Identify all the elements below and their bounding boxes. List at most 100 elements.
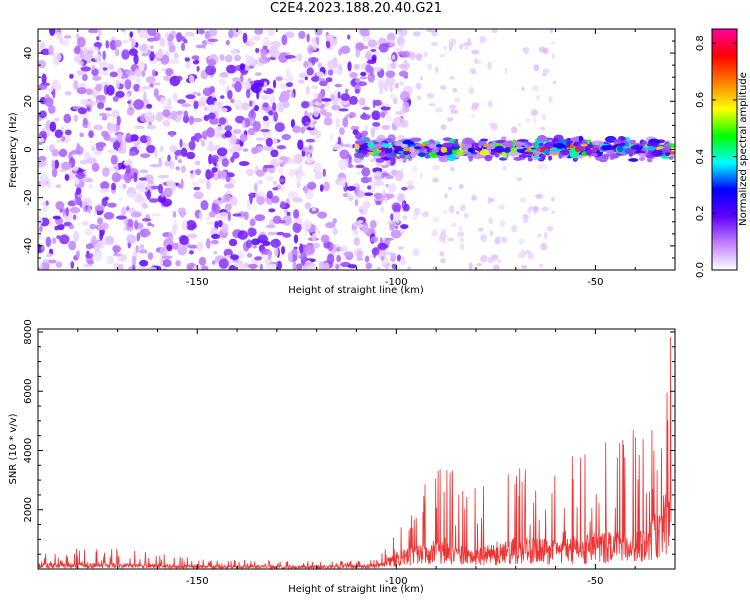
heatmap-noise-cell xyxy=(108,166,116,172)
heatmap-noise-cell xyxy=(91,235,97,245)
heatmap-noise-cell xyxy=(260,128,271,133)
heatmap-noise-cell xyxy=(75,250,80,259)
heatmap-cells xyxy=(38,29,675,270)
heatmap-noise-cell xyxy=(423,51,428,58)
heatmap-signal-cell xyxy=(456,149,466,156)
heatmap-noise-cell xyxy=(168,44,176,53)
heatmap-noise-cell xyxy=(124,79,132,90)
heatmap-noise-cell xyxy=(325,77,333,83)
heatmap-noise-cell xyxy=(48,259,57,264)
heatmap-noise-cell xyxy=(139,44,148,52)
heatmap-noise-cell xyxy=(161,255,173,260)
y-tick-label: 0 xyxy=(23,146,34,152)
heatmap-noise-cell xyxy=(219,170,228,180)
heatmap-noise-cell xyxy=(232,213,242,217)
heatmap-signal-cell xyxy=(400,143,408,148)
heatmap-noise-cell xyxy=(384,263,390,270)
heatmap-noise-cell xyxy=(280,200,286,209)
heatmap-noise-cell xyxy=(518,251,526,259)
heatmap-noise-cell xyxy=(177,99,186,104)
heatmap-noise-cell xyxy=(468,86,475,95)
snr-series-line xyxy=(38,336,672,569)
heatmap-noise-cell xyxy=(477,227,484,232)
heatmap-noise-cell xyxy=(521,265,528,270)
x-tick-label: -50 xyxy=(587,277,603,288)
heatmap-noise-cell xyxy=(389,85,394,93)
heatmap-noise-cell xyxy=(353,63,360,70)
heatmap-noise-cell xyxy=(88,130,94,139)
heatmap-noise-cell xyxy=(548,95,553,103)
heatmap-noise-cell xyxy=(337,91,341,99)
heatmap-noise-cell xyxy=(353,228,359,236)
heatmap-signal-cell xyxy=(635,146,642,152)
heatmap-noise-cell xyxy=(303,244,315,255)
heatmap-noise-cell xyxy=(55,184,62,189)
y-tick-label: 40 xyxy=(23,47,34,60)
heatmap-noise-cell xyxy=(499,220,506,228)
heatmap-noise-cell xyxy=(330,93,335,101)
heatmap-noise-cell xyxy=(194,160,201,166)
heatmap-noise-cell xyxy=(103,211,115,220)
heatmap-noise-cell xyxy=(180,165,186,173)
heatmap-noise-cell xyxy=(299,243,304,255)
heatmap-noise-cell xyxy=(159,246,168,256)
heatmap-noise-cell xyxy=(205,64,217,76)
heatmap-noise-cell xyxy=(157,194,167,204)
heatmap-noise-cell xyxy=(133,195,144,203)
heatmap-noise-cell xyxy=(45,200,49,206)
heatmap-noise-cell xyxy=(230,49,238,56)
heatmap-noise-cell xyxy=(432,164,441,171)
heatmap-noise-cell xyxy=(224,130,232,138)
heatmap-noise-cell xyxy=(48,45,54,56)
heatmap-noise-cell xyxy=(225,175,231,183)
heatmap-noise-cell xyxy=(347,162,353,168)
heatmap-noise-cell xyxy=(491,29,498,34)
heatmap-noise-cell xyxy=(232,77,241,83)
heatmap-noise-cell xyxy=(274,122,285,133)
heatmap-noise-cell xyxy=(487,196,492,205)
heatmap-noise-cell xyxy=(42,204,48,213)
heatmap-signal-cell xyxy=(645,154,654,159)
heatmap-noise-cell xyxy=(380,255,385,261)
heatmap-noise-cell xyxy=(56,235,61,240)
heatmap-noise-cell xyxy=(278,219,286,224)
heatmap-noise-cell xyxy=(217,219,223,228)
heatmap-noise-cell xyxy=(93,209,98,217)
heatmap-noise-cell xyxy=(390,213,394,221)
heatmap-noise-cell xyxy=(129,31,134,38)
heatmap-noise-cell xyxy=(346,185,357,192)
heatmap-noise-cell xyxy=(332,227,338,236)
heatmap-signal-cell xyxy=(513,156,523,161)
heatmap-noise-cell xyxy=(87,100,97,106)
heatmap-noise-cell xyxy=(91,68,99,77)
heatmap-noise-cell xyxy=(153,82,161,86)
heatmap-noise-cell xyxy=(110,182,117,191)
heatmap-noise-cell xyxy=(216,144,220,148)
heatmap-noise-cell xyxy=(361,167,371,177)
heatmap-noise-cell xyxy=(59,168,67,173)
heatmap-signal-cell xyxy=(354,144,360,150)
heatmap-noise-cell xyxy=(318,77,326,82)
heatmap-noise-cell xyxy=(254,214,266,222)
heatmap-noise-cell xyxy=(267,250,272,260)
heatmap-noise-cell xyxy=(355,132,363,140)
heatmap-noise-cell xyxy=(179,138,183,148)
heatmap-noise-cell xyxy=(364,124,368,131)
heatmap-noise-cell xyxy=(440,124,447,131)
heatmap-noise-cell xyxy=(391,202,402,212)
heatmap-noise-cell xyxy=(501,237,508,243)
heatmap-noise-cell xyxy=(201,140,205,147)
heatmap-noise-cell xyxy=(321,97,332,102)
heatmap-noise-cell xyxy=(183,38,188,44)
heatmap-noise-cell xyxy=(234,54,242,62)
heatmap-noise-cell xyxy=(176,110,184,115)
heatmap-noise-cell xyxy=(133,83,141,92)
heatmap-noise-cell xyxy=(200,265,209,270)
heatmap-noise-cell xyxy=(258,56,270,64)
heatmap-noise-cell xyxy=(542,68,549,74)
heatmap-noise-cell xyxy=(395,219,400,224)
heatmap-noise-cell xyxy=(312,40,318,51)
heatmap-noise-cell xyxy=(93,41,103,48)
heatmap-noise-cell xyxy=(197,100,207,107)
heatmap-noise-cell xyxy=(196,65,200,72)
